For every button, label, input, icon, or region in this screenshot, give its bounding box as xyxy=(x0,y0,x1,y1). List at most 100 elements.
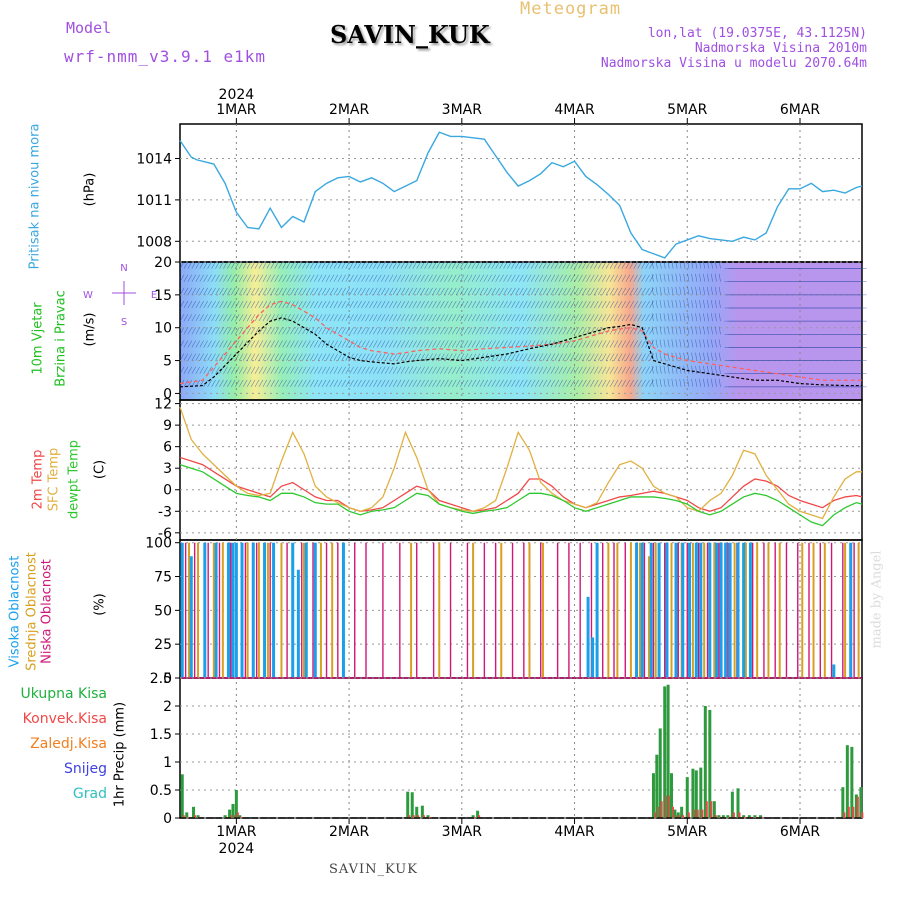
wind-barb xyxy=(707,339,709,348)
wind-barb xyxy=(404,261,410,269)
wind-barb xyxy=(499,366,504,374)
wind-barb xyxy=(207,340,212,348)
wind-barb xyxy=(227,366,232,374)
wind-barb xyxy=(302,300,307,309)
wind-barb xyxy=(570,274,575,282)
wind-barb xyxy=(707,313,709,322)
wind-barb xyxy=(444,287,449,296)
wind-barb xyxy=(542,340,548,348)
wind-barb xyxy=(718,352,721,361)
wind-barb xyxy=(262,327,268,335)
wind-barb xyxy=(679,260,682,269)
wind-barb xyxy=(574,287,579,296)
wind-barb xyxy=(695,300,698,309)
day-label-top: 6MAR xyxy=(780,102,821,118)
wind-barb xyxy=(582,327,587,335)
wind-gust-line xyxy=(179,300,862,385)
wind-barb xyxy=(515,327,520,335)
precip-total-bar xyxy=(673,809,677,818)
wind-barb xyxy=(250,300,256,309)
wind-barb xyxy=(258,274,264,282)
wind-barb xyxy=(258,287,264,296)
wind-barb xyxy=(238,379,244,388)
wind-barb xyxy=(341,274,347,282)
wind-barb xyxy=(183,274,189,282)
wind-barb xyxy=(266,274,272,282)
wind-barb xyxy=(294,327,299,335)
wind-barb xyxy=(695,273,698,282)
wind-barb xyxy=(294,340,299,348)
wind-barb xyxy=(302,366,307,374)
wind-barb xyxy=(254,353,260,361)
wind-barb xyxy=(325,340,331,348)
wind-barb xyxy=(609,366,615,374)
wind-barb xyxy=(384,300,390,309)
wind-barb xyxy=(365,314,370,322)
wind-barb xyxy=(242,366,248,374)
wind-barb xyxy=(503,287,508,296)
wind-barb xyxy=(349,274,354,282)
precip-total-bar xyxy=(753,815,757,818)
wind-barb xyxy=(562,379,567,388)
wind-barb xyxy=(683,326,686,335)
wind-barb xyxy=(408,327,414,335)
wind-barb xyxy=(479,327,485,335)
wind-barb xyxy=(317,300,323,309)
wind-barb xyxy=(491,314,496,322)
wind-barb xyxy=(645,366,650,374)
wind-barb xyxy=(463,340,469,348)
wind-barb xyxy=(487,340,493,348)
wind-barb xyxy=(534,353,540,361)
wind-barb xyxy=(605,379,611,388)
wind-barb xyxy=(574,327,579,335)
wind-barb xyxy=(298,274,303,282)
wind-barb xyxy=(570,327,575,335)
wind-barb xyxy=(369,314,374,322)
wind-barb xyxy=(499,340,504,348)
precip-conv-bar xyxy=(682,815,685,818)
wind-barb xyxy=(428,314,433,322)
wind-barb xyxy=(199,340,204,348)
wind-barb xyxy=(459,300,465,309)
wind-barb xyxy=(710,365,713,374)
wind-barb xyxy=(519,314,524,322)
station-title: SAVIN_KUK xyxy=(330,20,490,49)
wind-barb xyxy=(601,274,607,282)
wind-barb xyxy=(377,366,382,374)
wind-barb xyxy=(440,287,445,296)
wind-barb xyxy=(183,379,189,388)
precip-total-bar xyxy=(655,754,659,818)
precip-total-bar xyxy=(192,806,196,818)
wind-barb xyxy=(691,378,694,387)
precip-conv-bar xyxy=(668,795,671,818)
wind-barb xyxy=(601,366,607,374)
wind-barb xyxy=(290,287,295,296)
y-tick-label-wind: 5 xyxy=(163,354,172,370)
wind-barb xyxy=(369,327,374,335)
wind-barb xyxy=(714,326,717,335)
wind-barb xyxy=(448,379,453,388)
wind-barb xyxy=(380,327,386,335)
wind-barb xyxy=(649,340,654,348)
wind-barb xyxy=(526,340,532,348)
wind-barb xyxy=(574,314,579,322)
wind-barb xyxy=(649,300,654,309)
wind-barb xyxy=(325,379,331,388)
wind-barb xyxy=(444,300,449,309)
wind-barb xyxy=(570,287,575,296)
wind-barb xyxy=(408,261,414,269)
wind-barb xyxy=(396,340,402,348)
wind-barb xyxy=(467,327,473,335)
wind-barb xyxy=(250,327,256,335)
wind-barb xyxy=(432,379,437,388)
wind-barb xyxy=(353,287,358,296)
wind-barb xyxy=(570,353,575,361)
wind-barb xyxy=(483,274,489,282)
wind-barb xyxy=(471,327,477,335)
day-label-bottom: 4MAR xyxy=(554,824,595,840)
wind-barb xyxy=(420,353,425,361)
wind-barb xyxy=(270,327,276,335)
wind-barb xyxy=(428,340,433,348)
wind-barb xyxy=(582,379,587,388)
wind-barb xyxy=(349,353,354,361)
